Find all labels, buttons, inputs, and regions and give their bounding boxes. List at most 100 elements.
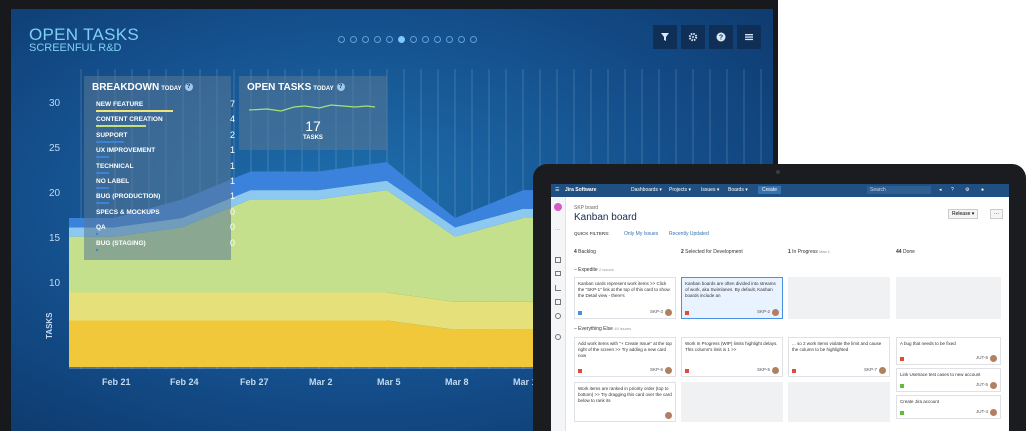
help-icon[interactable]: ? — [709, 25, 733, 49]
issue-card[interactable]: Link Usetrace test cases to new account J… — [896, 368, 1001, 392]
avatar — [665, 412, 672, 419]
breakdown-row[interactable]: SPECS & MOCKUPS 0 — [96, 207, 235, 220]
column-name: Selected for Development — [685, 249, 743, 255]
breakdown-label: BUG (STAGING) — [96, 239, 146, 247]
filter-only-my-issues[interactable]: Only My Issues — [624, 231, 659, 237]
filter-icon[interactable] — [653, 25, 677, 49]
page-dot[interactable] — [338, 36, 345, 43]
avatar[interactable]: ● — [981, 187, 985, 193]
breakdown-value: 1 — [229, 176, 235, 186]
x-tick-label: Feb 21 — [102, 377, 131, 387]
gear-icon[interactable] — [681, 25, 705, 49]
folder-icon[interactable] — [555, 271, 561, 276]
breakdown-row[interactable]: NO LABEL 1 — [96, 176, 235, 189]
board-icon[interactable] — [555, 257, 561, 263]
card-key[interactable]: SKP-3 — [649, 309, 663, 314]
breakdown-label: QA — [96, 224, 106, 232]
jira-main: SKP board Kanban board QUICK FILTERS: On… — [566, 197, 1009, 431]
issue-card[interactable]: Kanban cards represent work items >> Cli… — [574, 277, 676, 319]
nav-issues[interactable]: Issues ▾ — [701, 187, 720, 193]
page-dot[interactable] — [434, 36, 441, 43]
card-key[interactable]: JUT-4 — [975, 409, 988, 414]
page-dot[interactable] — [374, 36, 381, 43]
issue-card[interactable]: Work items are ranked in priority order … — [574, 382, 676, 422]
create-button[interactable]: Create — [758, 186, 782, 194]
breakdown-label: CONTENT CREATION — [96, 116, 163, 124]
breakdown-row[interactable]: BUG (PRODUCTION) 1 — [96, 191, 235, 205]
nav-dashboards[interactable]: Dashboards ▾ — [631, 187, 662, 193]
more-button[interactable]: ··· — [990, 209, 1003, 219]
bug-icon — [792, 369, 796, 373]
issue-card[interactable]: Add work items with "+ Create Issue" at … — [574, 337, 676, 377]
breakdown-row[interactable]: TECHNICAL 1 — [96, 161, 235, 174]
avatar — [772, 367, 779, 374]
help-icon[interactable]: ? — [951, 187, 954, 193]
breakdown-row[interactable]: NEW FEATURE 7 — [96, 99, 235, 112]
column-count: 1 — [788, 249, 791, 255]
breakdown-value: 1 — [229, 191, 235, 202]
breakdown-row[interactable]: BUG (STAGING) 0 — [96, 238, 235, 251]
card-key[interactable]: SKP-5 — [756, 367, 770, 372]
issue-card[interactable]: Work In Progress (WIP) limits highlight … — [681, 337, 783, 377]
card-key[interactable]: SKP-2 — [756, 309, 770, 314]
breakdown-row[interactable]: UX IMPROVEMENT 1 — [96, 145, 235, 159]
card-summary: Kanban boards are often divided into str… — [685, 281, 776, 298]
menu-icon[interactable] — [737, 25, 761, 49]
breakdown-bar — [96, 140, 124, 143]
gear-icon[interactable]: ⚙ — [965, 187, 970, 193]
page-dot[interactable] — [422, 36, 429, 43]
nav-projects[interactable]: Projects ▾ — [669, 187, 691, 193]
dashboard-toolbar: ? — [653, 25, 761, 49]
page-dot[interactable] — [350, 36, 357, 43]
x-tick-label: Mar 1 — [513, 377, 537, 387]
task-icon — [578, 311, 582, 315]
issues-icon[interactable] — [555, 299, 561, 305]
wip-limit: Max 1 — [819, 249, 831, 254]
swimlane-everything-else[interactable]: – Everything Else 49 issues — [574, 326, 632, 332]
page-dot-active[interactable] — [398, 36, 405, 43]
components-icon[interactable] — [555, 313, 561, 319]
page-dot[interactable] — [458, 36, 465, 43]
breakdown-row[interactable]: SUPPORT 2 — [96, 130, 235, 143]
card-key[interactable]: JUT-5 — [975, 382, 988, 387]
release-button[interactable]: Release ▾ — [948, 209, 979, 219]
issue-card[interactable]: ... so 2 work items violate the limit an… — [788, 337, 890, 377]
breakdown-bar — [96, 233, 98, 236]
card-key[interactable]: SKP-7 — [863, 367, 877, 372]
jira-brand[interactable]: Jira Software — [565, 187, 597, 193]
help-icon[interactable]: ? — [336, 83, 345, 92]
empty-cell — [788, 277, 890, 319]
breakdown-bar — [96, 125, 146, 128]
swimlane-count: 49 issues — [614, 326, 632, 331]
swimlane-name: Everything Else — [578, 326, 613, 332]
filter-recently-updated[interactable]: Recently Updated — [669, 231, 709, 237]
card-key[interactable]: JUT-6 — [975, 355, 988, 360]
card-key[interactable]: SKP-6 — [649, 367, 663, 372]
settings-icon[interactable] — [555, 334, 561, 340]
issue-card-selected[interactable]: Kanban boards are often divided into str… — [681, 277, 783, 319]
reports-icon[interactable] — [555, 285, 561, 291]
page-dot[interactable] — [410, 36, 417, 43]
app-switcher-icon[interactable]: ☰ — [555, 187, 560, 193]
more-icon[interactable]: ··· — [555, 227, 560, 233]
search-input[interactable]: Search — [867, 186, 931, 194]
avatar — [990, 382, 997, 389]
page-dot[interactable] — [446, 36, 453, 43]
bug-icon — [685, 369, 689, 373]
nav-boards[interactable]: Boards ▾ — [728, 187, 748, 193]
issue-card[interactable]: A bug that needs to be fixed JUT-6 — [896, 337, 1001, 365]
notifications-icon[interactable]: ◂ — [939, 187, 942, 193]
help-icon[interactable]: ? — [184, 83, 193, 92]
page-dot[interactable] — [386, 36, 393, 43]
page-dot[interactable] — [470, 36, 477, 43]
card-summary: Link Usetrace test cases to new account — [900, 372, 981, 377]
x-tick-label: Feb 27 — [240, 377, 269, 387]
issue-card[interactable]: Create Jira account JUT-4 — [896, 395, 1001, 419]
breadcrumb[interactable]: SKP board — [574, 205, 599, 211]
project-avatar[interactable] — [554, 203, 562, 211]
page-dots[interactable] — [338, 36, 477, 43]
breakdown-row[interactable]: QA 0 — [96, 222, 235, 236]
breakdown-row[interactable]: CONTENT CREATION 4 — [96, 114, 235, 128]
page-dot[interactable] — [362, 36, 369, 43]
swimlane-expedite[interactable]: – Expedite 2 issues — [574, 267, 614, 273]
